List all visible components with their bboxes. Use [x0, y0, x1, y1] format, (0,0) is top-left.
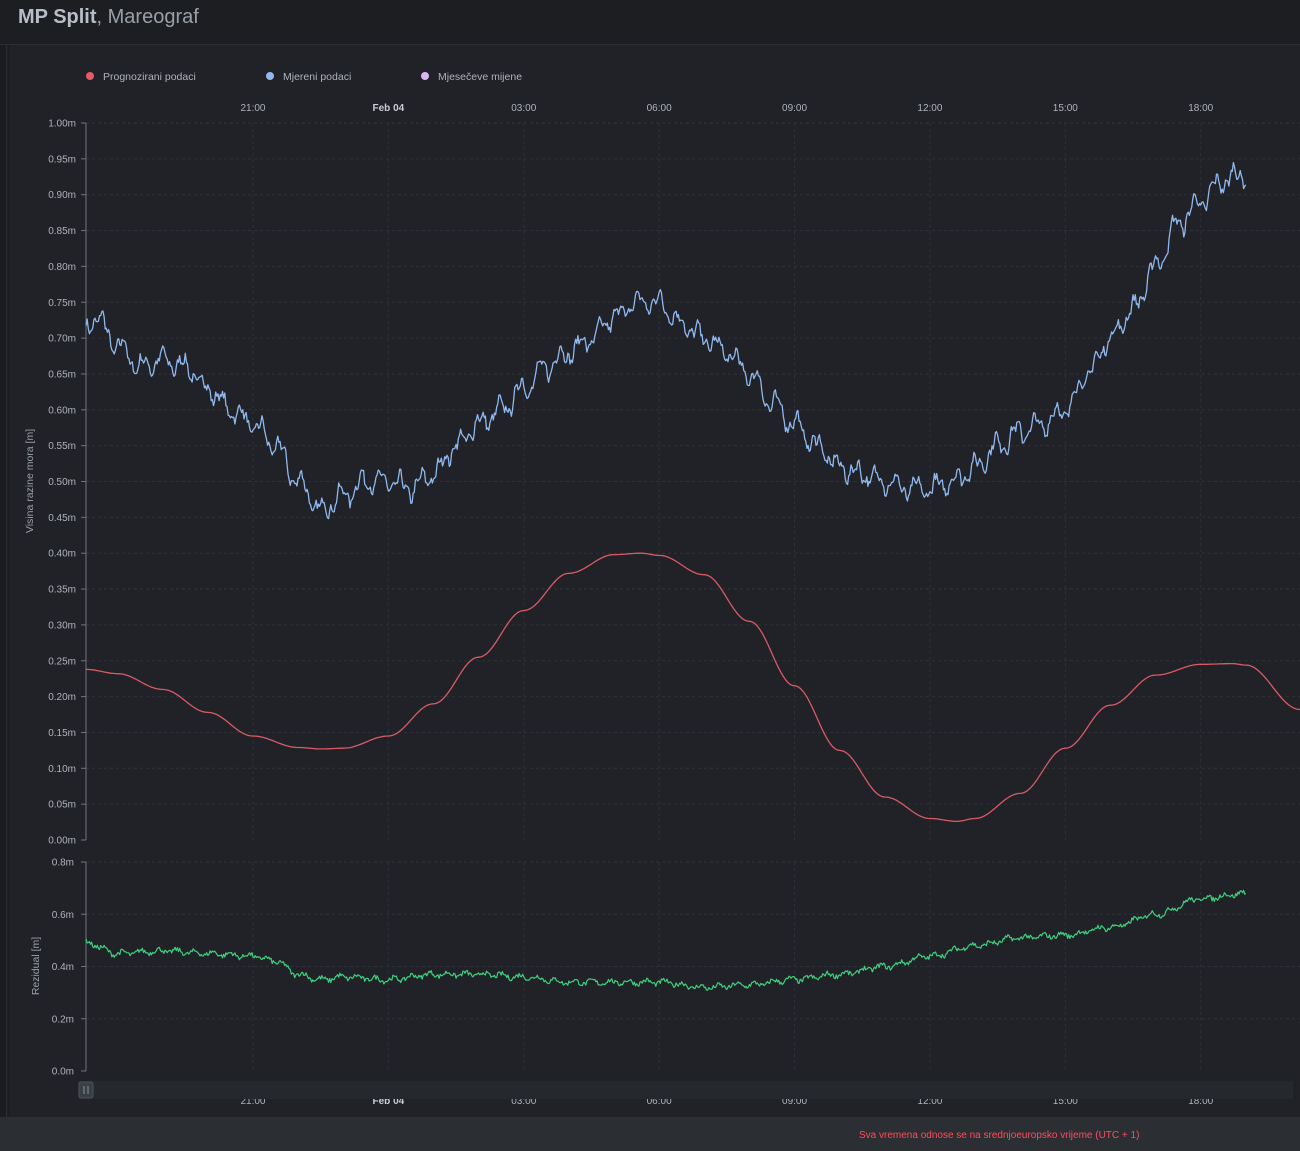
station-type: , Mareograf: [96, 6, 199, 28]
residual-y-axis-title: Rezidual [m]: [30, 937, 42, 995]
page-title: MP Split, Mareograf: [18, 6, 199, 29]
page-footer: Sva vremena odnose se na srednjoeuropsko…: [0, 1117, 1300, 1151]
x-tick-label-bottom: Feb 04: [373, 1096, 405, 1107]
y-tick-label: 0.30m: [48, 620, 76, 631]
y-tick-label: 0.80m: [48, 262, 76, 273]
residual-plot-grid: [86, 861, 1300, 1071]
y-tick-label: 0.85m: [48, 226, 76, 237]
y-tick-label: 0.65m: [48, 369, 76, 380]
station-name: MP Split: [18, 6, 97, 28]
legend-marker: [266, 72, 274, 80]
y-tick-label: 0.8m: [52, 858, 74, 869]
navigator-track: [78, 1081, 1293, 1099]
x-tick-label-bottom: 15:00: [1053, 1096, 1078, 1107]
residual-y-axis: 0.0m 0.2m 0.4m 0.6m 0.8m: [52, 858, 87, 1078]
y-tick-label: 0.35m: [48, 585, 76, 596]
x-tick-label-top: 12:00: [917, 103, 942, 114]
x-tick-label-bottom: 18:00: [1188, 1096, 1213, 1107]
residual-data-line: [85, 889, 1247, 991]
x-tick-label-bottom: 03:00: [511, 1096, 536, 1107]
y-tick-label: 0.00m: [48, 836, 76, 847]
main-plot-grid: [86, 122, 1300, 840]
x-tick-label-top: 18:00: [1188, 103, 1213, 114]
y-tick-label: 0.40m: [48, 549, 76, 560]
y-tick-label: 0.45m: [48, 513, 76, 524]
y-tick-label: 0.05m: [48, 800, 76, 811]
page-header: MP Split, Mareograf: [0, 0, 1300, 45]
y-tick-label: 0.55m: [48, 441, 76, 452]
y-tick-label: 0.10m: [48, 764, 76, 775]
residual-series-line: [85, 889, 1247, 991]
legend-label: Prognozirani podaci: [103, 71, 196, 83]
x-tick-label-top: 03:00: [511, 103, 536, 114]
timezone-note: Sva vremena odnose se na srednjoeuropsko…: [859, 1130, 1140, 1141]
bottom-time-axis: 21:00 Feb 04 03:00 06:00 09:00 12:00 15:00 18:0…: [240, 1096, 1213, 1107]
main-y-axis: 0.00m 0.05m 0.10m 0.15m 0.20m 0.25m 0.30m 0.35m…: [48, 119, 87, 847]
x-tick-label-bottom: 06:00: [647, 1096, 672, 1107]
x-tick-label-top: 21:00: [240, 103, 265, 114]
x-tick-label-bottom: 09:00: [782, 1096, 807, 1107]
x-tick-label-top: 06:00: [647, 103, 672, 114]
y-tick-label: 0.95m: [48, 154, 76, 165]
y-tick-label: 0.50m: [48, 477, 76, 488]
chart-panel: [10, 45, 1300, 1117]
y-tick-label: 0.25m: [48, 656, 76, 667]
chart-legend: Prognozirani podaci Mjereni podaci Mjeseče…: [86, 71, 522, 83]
y-tick-label: 0.15m: [48, 728, 76, 739]
top-time-axis: 21:00 Feb 04 03:00 06:00 09:00 12:00 15:00 18:0…: [240, 103, 1213, 114]
left-edge-strip: [0, 45, 7, 1117]
measured-data-line: [85, 161, 1247, 520]
y-tick-label: 0.2m: [52, 1014, 74, 1025]
navigator-handle: [78, 1081, 94, 1099]
y-tick-label: 0.6m: [52, 910, 74, 921]
navigator-scroll-handle[interactable]: [78, 1081, 1293, 1099]
forecast-data-line: [86, 552, 1300, 823]
y-tick-label: 0.0m: [52, 1067, 74, 1078]
y-tick-label: 0.90m: [48, 190, 76, 201]
legend-marker: [86, 72, 94, 80]
y-tick-label: 0.70m: [48, 334, 76, 345]
x-tick-label-top: 15:00: [1053, 103, 1078, 114]
x-tick-label-top: Feb 04: [373, 103, 405, 114]
legend-marker: [421, 72, 429, 80]
y-tick-label: 0.20m: [48, 692, 76, 703]
x-tick-label-bottom: 21:00: [240, 1096, 265, 1107]
legend-label: Mjereni podaci: [283, 71, 351, 83]
y-tick-label: 1.00m: [48, 119, 76, 130]
x-tick-label-top: 09:00: [782, 103, 807, 114]
main-series-lines: [85, 161, 1300, 823]
y-tick-label: 0.60m: [48, 405, 76, 416]
y-tick-label: 0.4m: [52, 962, 74, 973]
main-y-axis-title: Visina razine mora [m]: [24, 429, 36, 533]
legend-label: Mjesečeve mijene: [438, 71, 522, 83]
x-tick-label-bottom: 12:00: [917, 1096, 942, 1107]
y-tick-label: 0.75m: [48, 298, 76, 309]
